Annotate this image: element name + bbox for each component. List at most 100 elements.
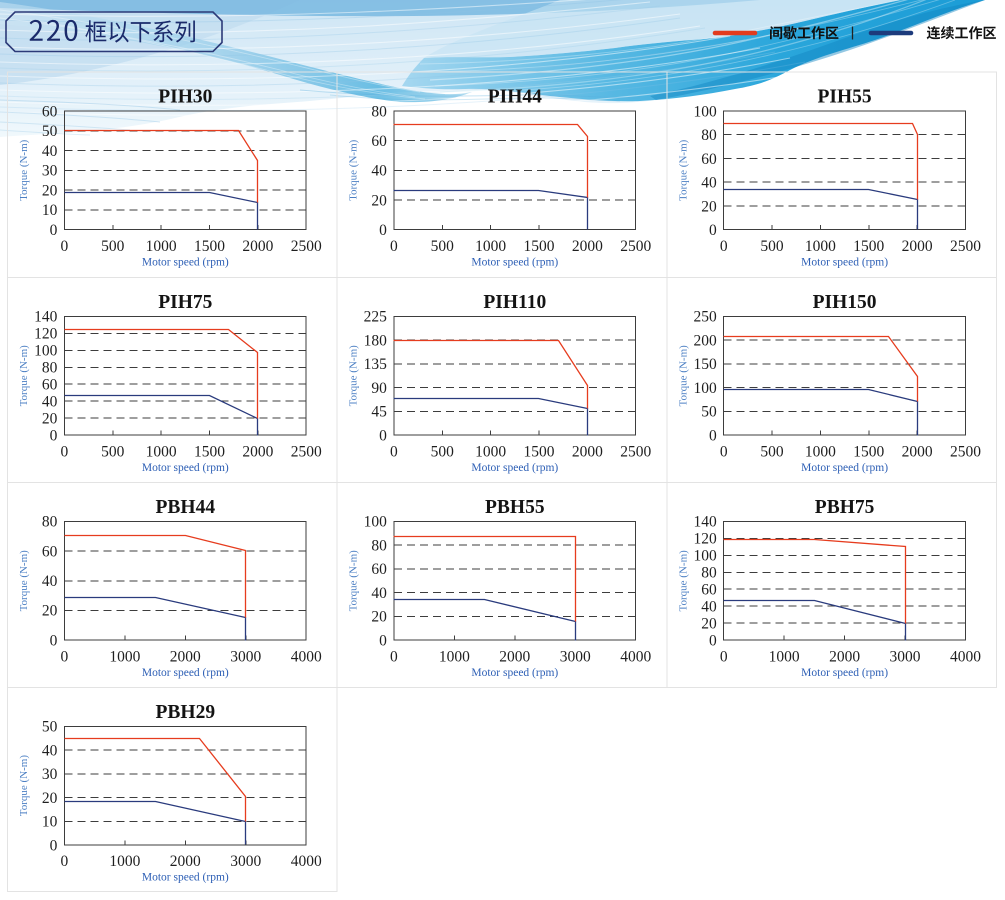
svg-text:40: 40	[371, 163, 387, 180]
svg-text:0: 0	[390, 648, 398, 665]
svg-text:2500: 2500	[950, 238, 981, 255]
svg-text:PIH30: PIH30	[158, 87, 212, 108]
svg-text:0: 0	[50, 427, 58, 444]
svg-text:60: 60	[701, 151, 717, 168]
svg-text:2500: 2500	[620, 238, 651, 255]
svg-text:PBH44: PBH44	[156, 497, 216, 518]
svg-text:20: 20	[42, 410, 58, 427]
svg-text:20: 20	[42, 790, 58, 807]
svg-text:40: 40	[42, 393, 58, 410]
svg-text:20: 20	[42, 603, 58, 620]
svg-text:2000: 2000	[170, 853, 201, 870]
svg-text:PIH55: PIH55	[818, 87, 872, 108]
svg-text:80: 80	[42, 360, 58, 377]
svg-text:1000: 1000	[146, 443, 177, 460]
svg-text:40: 40	[701, 175, 717, 192]
svg-text:30: 30	[42, 766, 58, 783]
svg-text:0: 0	[720, 443, 728, 460]
svg-text:120: 120	[34, 326, 58, 343]
svg-text:80: 80	[701, 127, 717, 144]
svg-text:80: 80	[701, 565, 717, 582]
svg-text:180: 180	[364, 332, 388, 349]
svg-text:Torque (N-m): Torque (N-m)	[677, 345, 689, 407]
svg-text:500: 500	[101, 443, 125, 460]
svg-text:0: 0	[720, 238, 728, 255]
svg-text:2500: 2500	[950, 443, 981, 460]
svg-text:4000: 4000	[620, 648, 651, 665]
svg-text:2000: 2000	[902, 238, 933, 255]
svg-text:PIH110: PIH110	[483, 292, 546, 313]
svg-text:Torque (N-m): Torque (N-m)	[348, 345, 360, 407]
svg-text:2500: 2500	[291, 443, 322, 460]
svg-text:Motor speed (rpm): Motor speed (rpm)	[801, 256, 888, 268]
svg-text:Motor speed (rpm): Motor speed (rpm)	[471, 462, 558, 474]
svg-text:0: 0	[379, 632, 387, 649]
svg-text:Torque (N-m): Torque (N-m)	[18, 755, 30, 817]
svg-text:Torque (N-m): Torque (N-m)	[677, 139, 689, 201]
svg-text:4000: 4000	[291, 648, 322, 665]
svg-text:40: 40	[42, 573, 58, 590]
svg-text:20: 20	[42, 182, 58, 199]
svg-text:1000: 1000	[769, 648, 800, 665]
svg-text:40: 40	[42, 742, 58, 759]
svg-text:PIH75: PIH75	[158, 292, 212, 313]
svg-text:0: 0	[50, 632, 58, 649]
svg-text:Motor speed (rpm): Motor speed (rpm)	[471, 667, 558, 679]
svg-text:80: 80	[371, 537, 387, 554]
svg-text:60: 60	[701, 582, 717, 599]
svg-text:0: 0	[720, 648, 728, 665]
svg-text:0: 0	[709, 427, 717, 444]
svg-text:Torque (N-m): Torque (N-m)	[677, 550, 689, 612]
svg-text:0: 0	[61, 238, 69, 255]
svg-text:500: 500	[431, 443, 455, 460]
svg-text:3000: 3000	[230, 648, 261, 665]
svg-text:500: 500	[760, 238, 784, 255]
svg-text:PIH150: PIH150	[813, 292, 877, 313]
svg-text:1000: 1000	[805, 238, 836, 255]
svg-text:Motor speed (rpm): Motor speed (rpm)	[142, 256, 229, 268]
svg-text:Motor speed (rpm): Motor speed (rpm)	[142, 667, 229, 679]
svg-text:100: 100	[693, 103, 717, 120]
svg-text:30: 30	[42, 163, 58, 180]
svg-text:Torque (N-m): Torque (N-m)	[348, 139, 360, 201]
svg-text:100: 100	[364, 514, 388, 531]
svg-text:140: 140	[34, 309, 58, 326]
svg-text:4000: 4000	[291, 853, 322, 870]
svg-text:20: 20	[371, 609, 387, 626]
svg-text:Motor speed (rpm): Motor speed (rpm)	[471, 256, 558, 268]
svg-text:500: 500	[760, 443, 784, 460]
svg-text:PBH29: PBH29	[156, 702, 216, 723]
svg-text:1000: 1000	[146, 238, 177, 255]
svg-text:0: 0	[61, 443, 69, 460]
svg-text:100: 100	[34, 343, 58, 360]
svg-text:1000: 1000	[805, 443, 836, 460]
svg-text:Torque (N-m): Torque (N-m)	[18, 550, 30, 612]
svg-text:2000: 2000	[242, 238, 273, 255]
svg-text:50: 50	[42, 123, 58, 140]
svg-text:4000: 4000	[950, 648, 981, 665]
svg-text:40: 40	[371, 585, 387, 602]
svg-text:40: 40	[42, 143, 58, 160]
svg-text:0: 0	[61, 648, 69, 665]
svg-text:0: 0	[379, 427, 387, 444]
svg-text:60: 60	[371, 133, 387, 150]
svg-text:0: 0	[379, 222, 387, 239]
svg-text:Motor speed (rpm): Motor speed (rpm)	[142, 462, 229, 474]
svg-text:1000: 1000	[109, 648, 140, 665]
svg-text:10: 10	[42, 202, 58, 219]
svg-text:225: 225	[364, 309, 388, 326]
svg-text:140: 140	[693, 514, 717, 531]
svg-text:3000: 3000	[560, 648, 591, 665]
svg-text:10: 10	[42, 814, 58, 831]
svg-text:1500: 1500	[194, 443, 225, 460]
svg-text:60: 60	[42, 543, 58, 560]
svg-text:1000: 1000	[439, 648, 470, 665]
svg-text:60: 60	[371, 561, 387, 578]
svg-text:20: 20	[371, 192, 387, 209]
svg-text:2000: 2000	[572, 443, 603, 460]
svg-text:60: 60	[42, 103, 58, 120]
svg-text:0: 0	[61, 853, 69, 870]
svg-text:1000: 1000	[475, 443, 506, 460]
svg-text:3000: 3000	[890, 648, 921, 665]
svg-text:PBH75: PBH75	[815, 497, 875, 518]
